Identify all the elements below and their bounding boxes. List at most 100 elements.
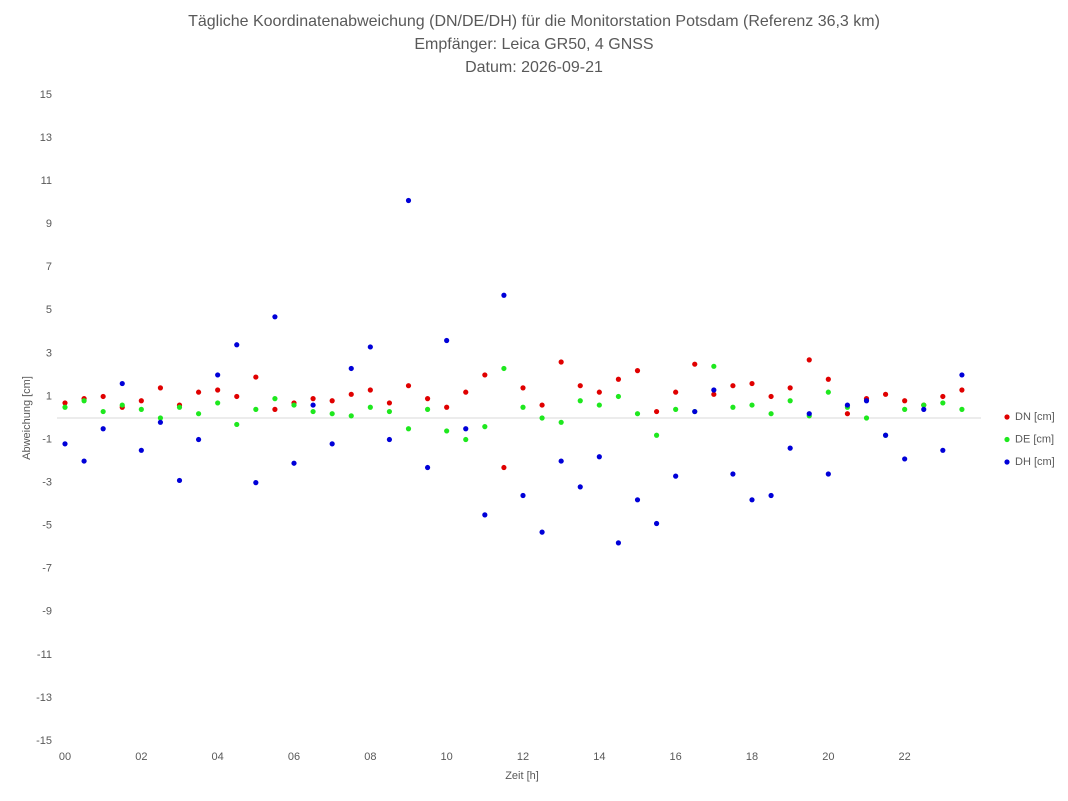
y-tick-label: 7 (46, 261, 52, 273)
data-point (844, 411, 851, 417)
data-point (215, 387, 221, 393)
y-tick-label: -15 (36, 735, 52, 747)
data-point (367, 387, 373, 393)
data-point (100, 426, 106, 432)
data-point (100, 393, 106, 400)
data-point (749, 380, 755, 387)
data-point (444, 404, 450, 410)
data-point (653, 432, 660, 438)
data-point (863, 415, 870, 421)
data-point (902, 406, 908, 412)
data-point (138, 447, 144, 453)
x-tick-label: 12 (517, 751, 529, 763)
x-tick-label: 06 (288, 751, 300, 763)
x-tick-label: 02 (135, 751, 147, 763)
y-tick-label: 13 (40, 132, 52, 144)
data-point (348, 391, 354, 397)
data-point (424, 464, 431, 471)
data-point (482, 424, 488, 430)
data-point (596, 454, 602, 460)
data-point (768, 411, 774, 417)
data-point (615, 376, 622, 382)
data-point (62, 441, 68, 447)
y-tick-label: -9 (42, 606, 52, 618)
data-point (902, 456, 908, 462)
data-point (329, 411, 335, 417)
data-point (482, 372, 488, 378)
data-point (959, 387, 965, 393)
x-tick-label: 10 (441, 751, 453, 763)
data-point (634, 368, 641, 374)
data-point (405, 426, 412, 432)
data-point (253, 374, 259, 380)
data-point (768, 492, 774, 499)
data-point (367, 404, 373, 410)
data-point (673, 389, 679, 395)
data-point (692, 408, 698, 415)
data-point (730, 471, 736, 477)
data-point (787, 445, 793, 451)
data-point (272, 406, 278, 412)
data-point (558, 419, 564, 425)
data-point (157, 385, 164, 391)
data-point (348, 365, 354, 372)
data-point (234, 393, 240, 400)
data-point (138, 398, 144, 404)
data-point (653, 408, 660, 415)
legend-marker (1004, 459, 1010, 465)
data-point (520, 492, 526, 499)
data-point (825, 471, 831, 477)
y-tick-label: -11 (37, 649, 52, 661)
data-point (730, 383, 736, 389)
data-point (253, 480, 259, 486)
data-point (310, 408, 316, 415)
data-point (100, 408, 106, 415)
data-point (615, 393, 622, 400)
data-point (520, 404, 526, 410)
data-point (444, 428, 450, 434)
data-point (215, 372, 221, 378)
data-point (291, 402, 297, 408)
data-point (367, 344, 373, 350)
data-point (711, 363, 717, 369)
data-point (825, 389, 831, 395)
data-point (176, 404, 183, 410)
data-point (62, 404, 68, 410)
data-point (424, 396, 431, 402)
data-point (787, 398, 793, 404)
legend-label: DN [cm] (1015, 411, 1055, 423)
x-tick-label: 22 (899, 751, 911, 763)
data-point (825, 376, 831, 382)
data-point (787, 385, 793, 391)
data-point (577, 484, 583, 490)
data-point (62, 400, 68, 406)
data-point (386, 436, 393, 443)
data-point (138, 406, 144, 412)
data-point (558, 359, 564, 365)
data-point (940, 393, 946, 400)
data-point (234, 342, 240, 348)
data-point (463, 436, 469, 443)
y-tick-label: 9 (46, 218, 52, 230)
data-point (157, 415, 164, 421)
data-point (730, 404, 736, 410)
data-point (653, 520, 660, 527)
data-point (692, 361, 698, 367)
data-point (863, 398, 870, 404)
data-point (539, 402, 545, 408)
x-tick-label: 16 (670, 751, 682, 763)
data-point (272, 396, 278, 402)
y-tick-label: 1 (46, 390, 52, 402)
data-point (310, 396, 316, 402)
data-point (463, 389, 469, 395)
x-tick-label: 04 (212, 751, 224, 763)
data-point (272, 314, 278, 320)
data-point (749, 402, 755, 408)
data-point (501, 464, 507, 471)
data-point (711, 391, 717, 397)
chart-title: Tägliche Koordinatenabweichung (DN/DE/DH… (188, 13, 880, 30)
data-point (482, 512, 488, 518)
data-point (921, 402, 927, 408)
y-tick-label: 3 (46, 347, 52, 359)
